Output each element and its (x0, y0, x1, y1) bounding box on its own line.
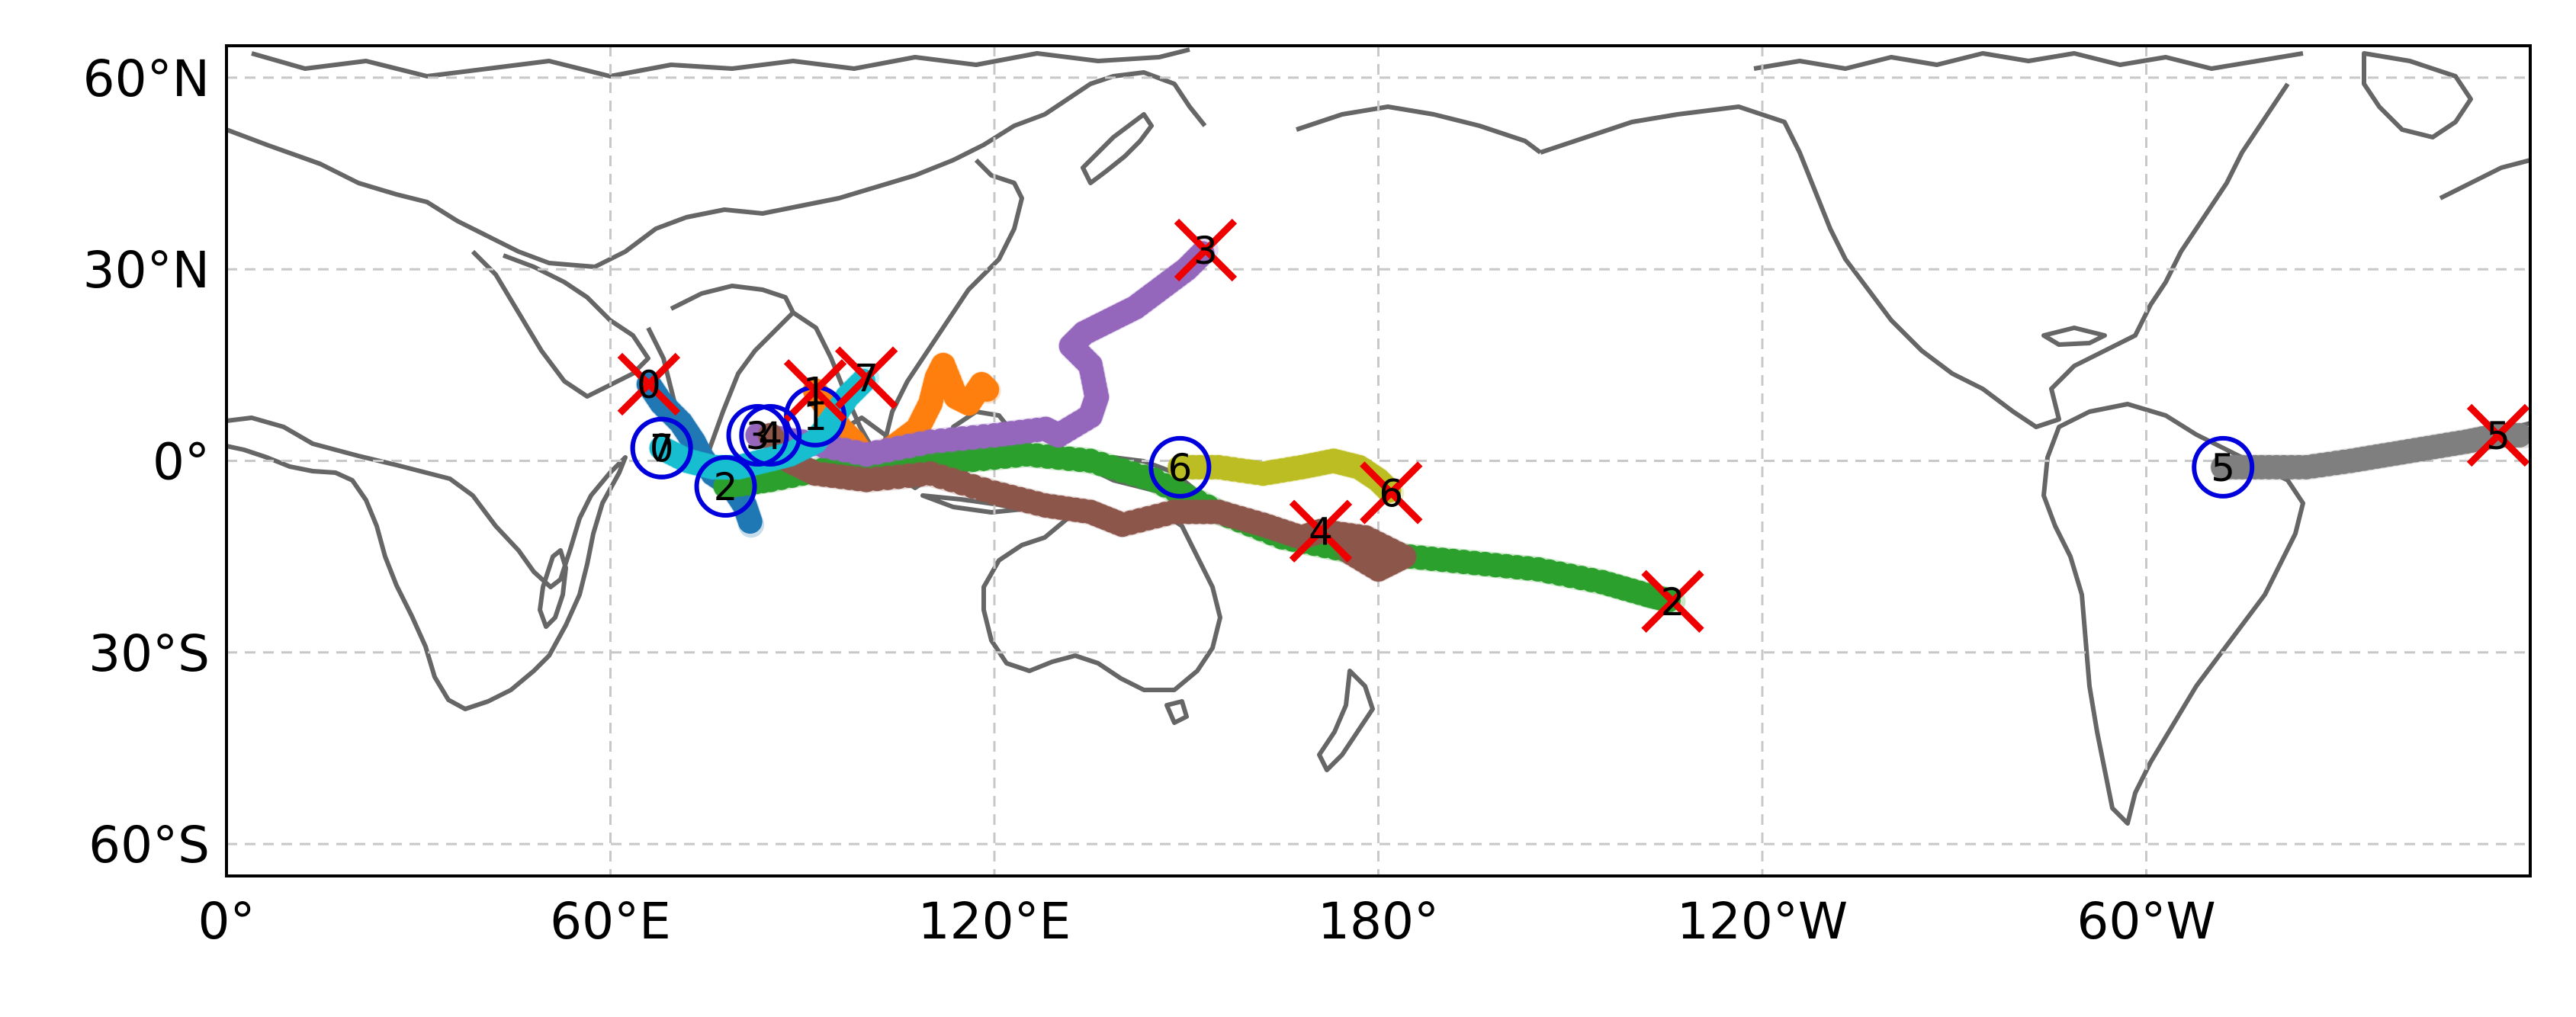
x-tick-label: 120°E (918, 892, 1071, 951)
coastline-tasmania (1164, 699, 1189, 725)
track-7-end-label: 7 (854, 357, 878, 401)
track-1-point (975, 377, 1000, 402)
y-tick-label: 0° (153, 433, 210, 492)
track-2-end-label: 2 (1661, 580, 1685, 624)
track-2-start-marker (694, 455, 757, 518)
coastline-arabia (471, 249, 650, 399)
track-7-end-marker (834, 346, 898, 409)
track-0-start-label: 0 (650, 427, 674, 471)
track-4-start-marker (739, 403, 802, 467)
coastline-north-america (1540, 82, 2290, 429)
track-4 (757, 422, 1418, 582)
x-tick-label: 120°W (1677, 892, 1848, 951)
x-tick-label: 0° (198, 892, 255, 951)
track-2-end-marker (1641, 569, 1704, 633)
track-1-end-label: 1 (803, 369, 827, 413)
x-tick-label: 60°E (550, 892, 671, 951)
coastline-australia (981, 508, 1222, 692)
coastline-alaska (1296, 104, 1542, 155)
track-4-end-marker (1289, 499, 1353, 563)
y-tick-label: 60°S (88, 816, 210, 874)
track-0-end-marker (617, 352, 681, 416)
track-4-end-label: 4 (1309, 510, 1333, 554)
track-3-start-label: 3 (746, 414, 770, 458)
coastline-japan (1081, 112, 1154, 185)
coastline-europe (2439, 158, 2530, 201)
track-6-start-marker (1148, 435, 1212, 499)
coastline-arctic-eurasia (251, 47, 1190, 79)
y-tick-label: 30°S (88, 624, 210, 683)
y-tick-label: 60°N (83, 50, 210, 108)
y-tick-label: 30°N (83, 241, 210, 300)
track-1-end-marker (783, 359, 847, 422)
track-3-end-marker (1174, 218, 1238, 282)
coastline-canada-arctic (1753, 51, 2304, 71)
x-tick-label: 60°W (2077, 892, 2215, 951)
track-5-start-marker (2192, 435, 2255, 499)
coastline-africa (226, 415, 628, 711)
x-tick-label: 180° (1318, 892, 1439, 951)
track-5-point (2507, 422, 2530, 448)
coastline-eurasia-north (226, 70, 1207, 269)
gridlines (226, 46, 2530, 876)
track-0-end-label: 0 (637, 363, 661, 407)
track-3-start-marker (726, 403, 789, 467)
track-6-end-marker (1360, 461, 1423, 525)
track-7-start-marker (630, 416, 693, 480)
coastline-south-america (2041, 402, 2305, 826)
track-5-start-label: 5 (2211, 446, 2235, 490)
coastline-new-zealand (1317, 669, 1375, 772)
track-3-end-label: 3 (1193, 229, 1218, 273)
coastline-cuba (2041, 326, 2107, 347)
track-5-end-marker (2466, 403, 2530, 467)
track-6-start-label: 6 (1168, 446, 1192, 490)
track-7-start-label: 7 (650, 427, 674, 471)
track-5-end-label: 5 (2486, 414, 2510, 458)
axis-tick-labels: 0° 60°E 120°E 180° 120°W 60°W60°N30°N0°30°S60… (83, 50, 2216, 951)
coastline-madagascar (538, 548, 568, 629)
track-0-point (737, 509, 763, 534)
track-4-start-label: 4 (758, 414, 782, 458)
plot-frame (225, 44, 2532, 877)
track-6-end-label: 6 (1379, 471, 1403, 515)
track-2-start-label: 2 (714, 465, 738, 509)
coastline-greenland (2362, 51, 2473, 140)
storm-tracks (635, 237, 2530, 614)
